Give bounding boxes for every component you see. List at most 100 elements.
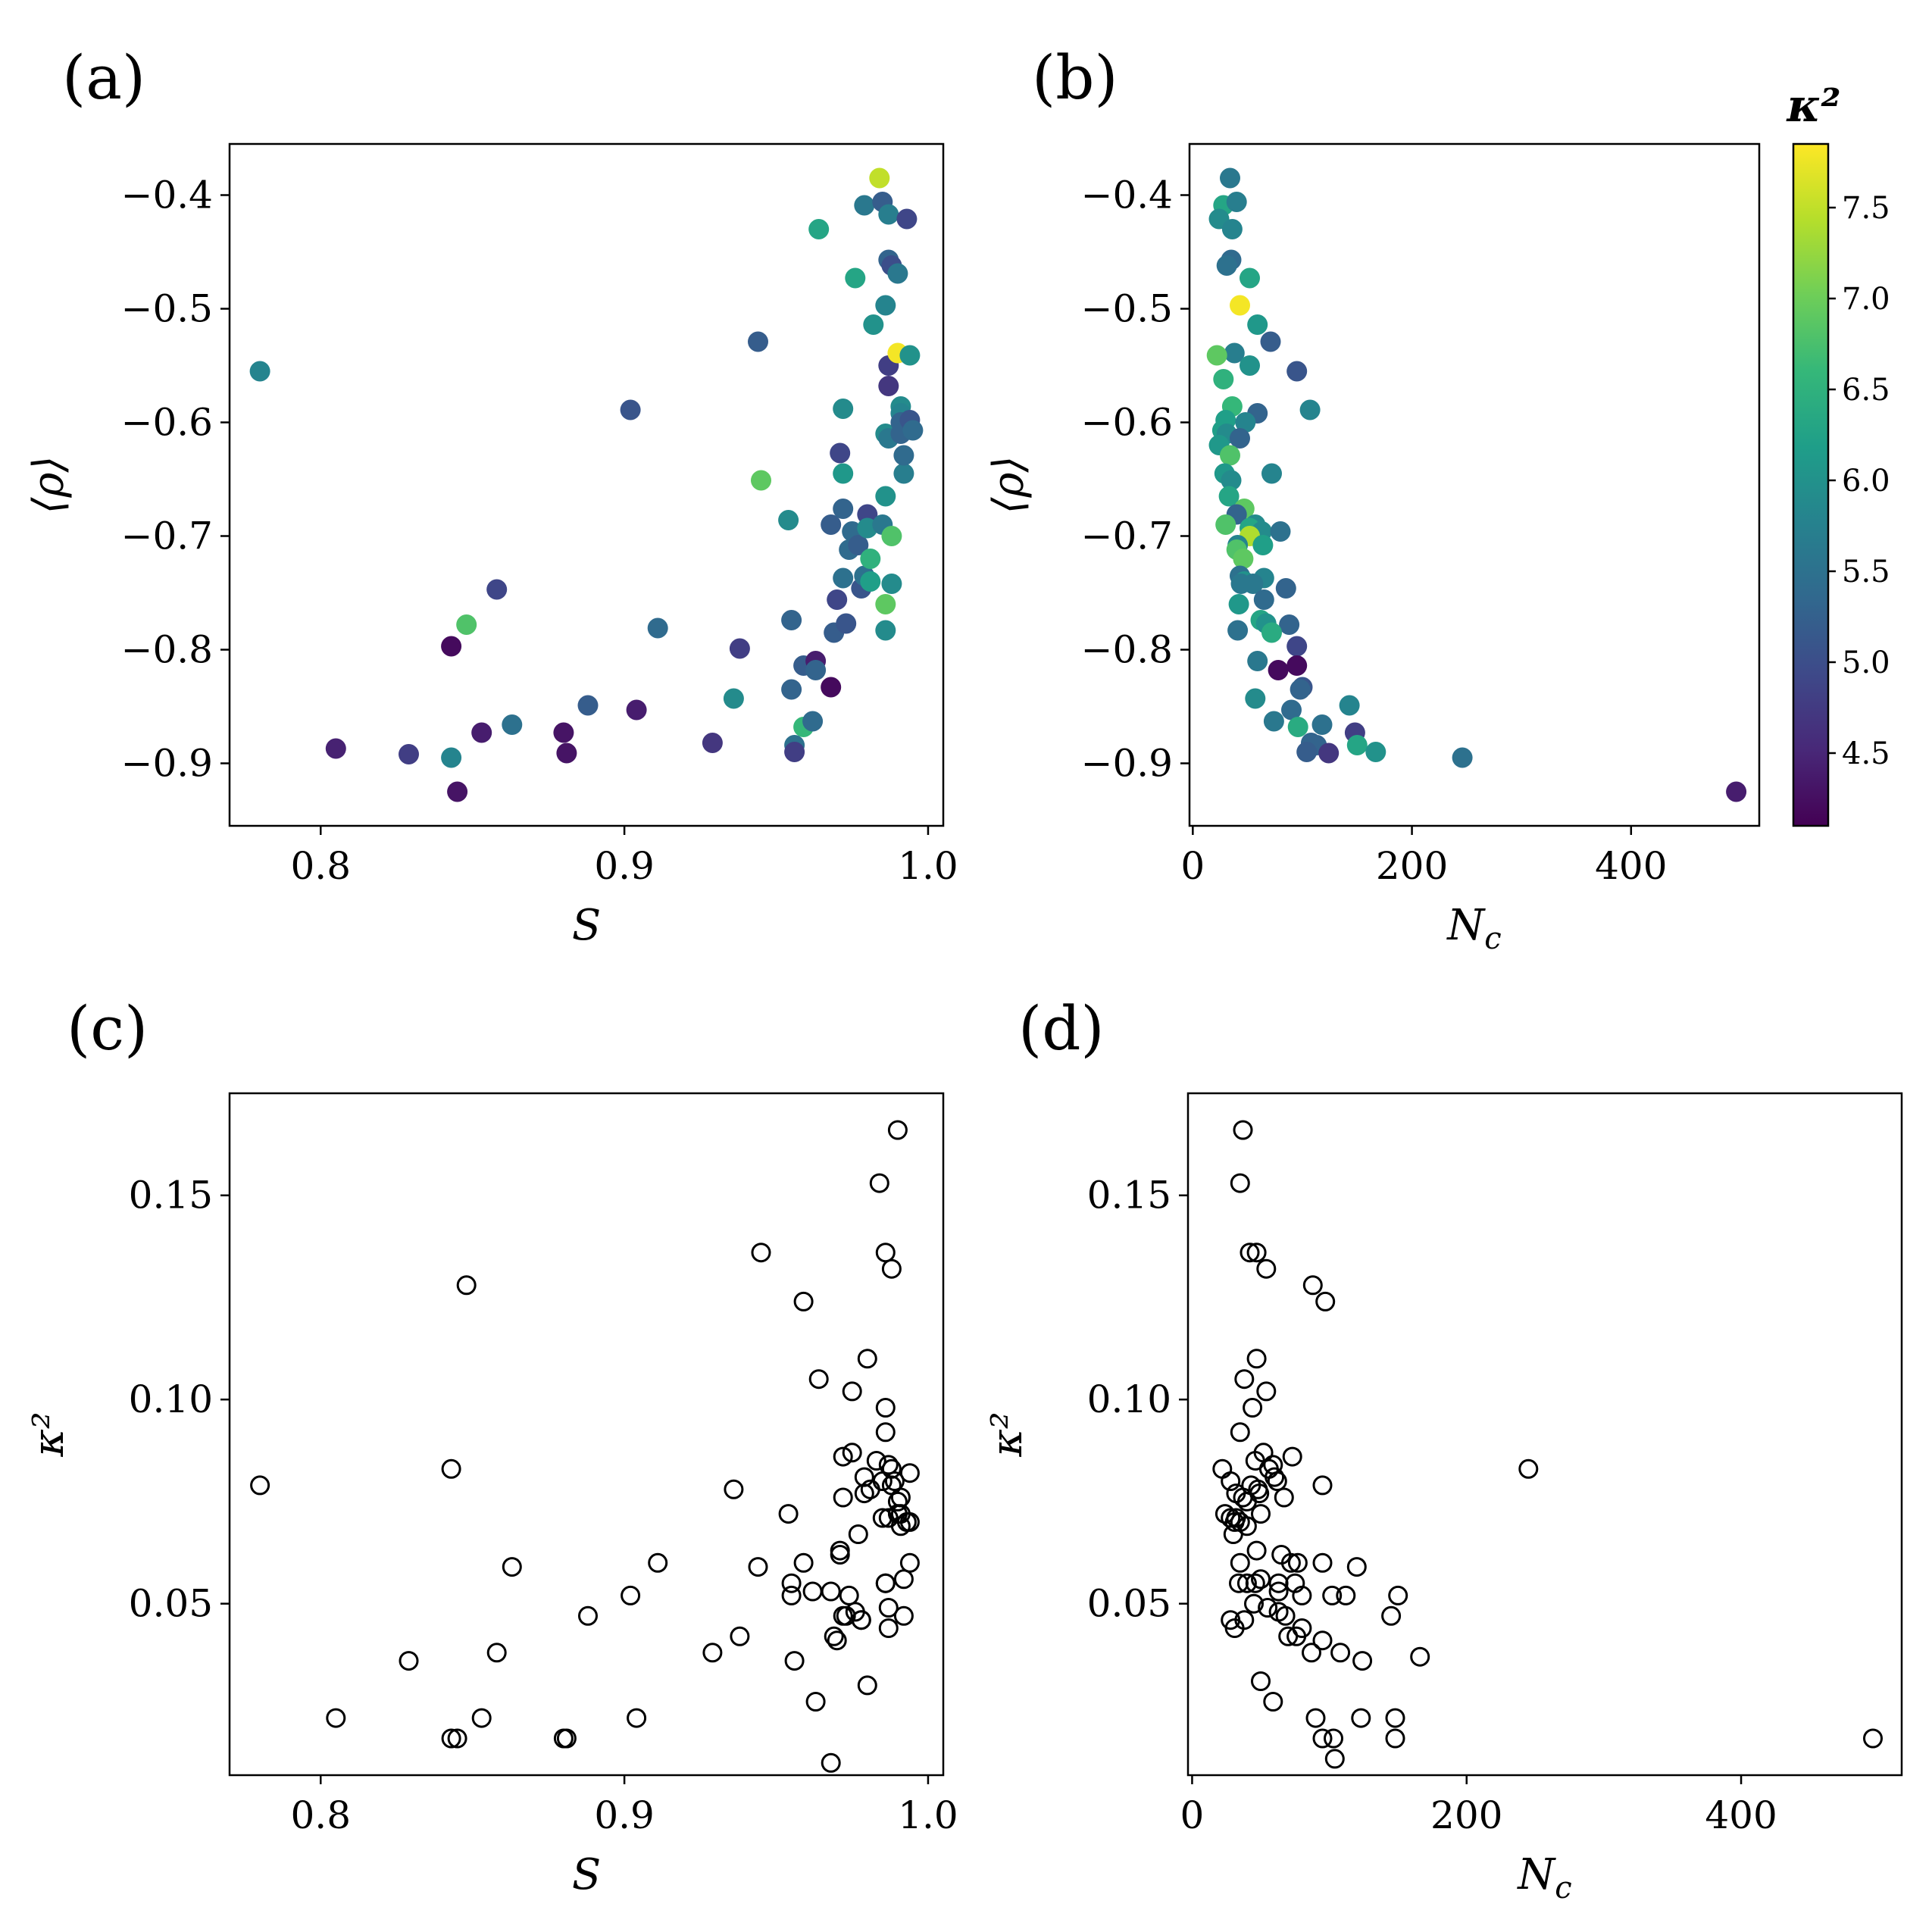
scatter-point: [1268, 1581, 1289, 1602]
scatter-point: [1274, 1487, 1294, 1508]
scatter-point: [1261, 463, 1282, 484]
scatter-point: [824, 1626, 844, 1646]
scatter-point: [1261, 622, 1282, 643]
scatter-point: [893, 1605, 914, 1626]
scatter-point: [441, 747, 462, 768]
scatter-point: [471, 1708, 492, 1728]
scatter-point: [723, 688, 744, 709]
scatter-point: [1224, 1618, 1245, 1638]
scatter-point: [1290, 679, 1311, 700]
scatter-point: [1312, 1630, 1333, 1651]
scatter-point: [851, 1610, 871, 1630]
scatter-point: [1226, 192, 1247, 212]
scatter-point: [441, 636, 462, 657]
scatter-point: [1336, 1585, 1356, 1605]
scatter-point: [805, 1692, 826, 1712]
scatter-point: [1224, 342, 1245, 364]
scatter-point: [1292, 1585, 1312, 1605]
scatter-point: [730, 1626, 750, 1646]
scatter-point: [781, 679, 802, 700]
scatter-point: [1246, 1243, 1267, 1263]
colorbar-tick-label: 6.5: [1842, 373, 1890, 408]
scatter-point: [1212, 1458, 1233, 1479]
scatter-point: [456, 1275, 477, 1296]
panel-c: (c) 0.8 0.9 1.0 0.05 0.10 0.15 Sκ²: [24, 993, 958, 1899]
y-axis-label: κ²: [983, 1411, 1032, 1457]
scatter-point: [1230, 1173, 1250, 1193]
scatter-point: [1251, 1671, 1271, 1691]
colorbar: 4.5 5.0 5.5 6.0 6.5 7.0 7.5 κ²: [1786, 80, 1890, 827]
scatter-point: [833, 1446, 853, 1467]
scatter-point: [887, 1491, 908, 1512]
panel-label-d: (d): [1018, 993, 1105, 1064]
scatter-point: [878, 1598, 899, 1618]
scatter-point: [578, 1605, 598, 1626]
scatter-point: [1346, 735, 1368, 755]
scatter-point: [702, 1643, 723, 1663]
scatter-point: [1267, 1471, 1287, 1491]
scatter-point: [875, 1398, 896, 1418]
scatter-point: [1246, 1540, 1267, 1561]
x-tick-label: 0.9: [594, 844, 655, 888]
scatter-point: [1247, 314, 1268, 335]
scatter-point: [857, 1349, 877, 1369]
scatter-point: [1220, 167, 1240, 189]
scatter-point: [1245, 1573, 1265, 1593]
scatter-point: [1215, 514, 1236, 535]
scatter-point: [1228, 594, 1249, 614]
colorbar-tick-label: 6.0: [1842, 464, 1890, 499]
scatter-point: [854, 1467, 874, 1487]
y-tick-label: 0.15: [129, 1174, 213, 1218]
y-tick-label: −0.9: [121, 742, 213, 786]
scatter-point: [778, 510, 799, 530]
axes-frame-a: [228, 142, 945, 827]
scatter-point: [1233, 1120, 1253, 1140]
scatter-point: [1410, 1646, 1430, 1667]
scatter-point: [1278, 1626, 1299, 1646]
y-axis-label: ⟨ρ⟩: [984, 456, 1033, 514]
scatter-point: [1287, 1552, 1308, 1573]
scatter-point: [1206, 345, 1227, 366]
scatter-point: [875, 1573, 896, 1593]
y-tick-label: −0.8: [1081, 628, 1173, 672]
scatter-point: [1256, 1381, 1277, 1402]
scatter-point: [1234, 1369, 1255, 1390]
scatter-point: [1452, 747, 1473, 768]
scatter-point: [848, 535, 869, 555]
y-tick-label: −0.9: [1081, 742, 1173, 786]
scatter-point: [556, 742, 577, 764]
scatter-point: [887, 1120, 908, 1140]
scatter-point: [784, 1651, 805, 1671]
scatter-point: [1286, 655, 1308, 676]
scatter-point: [1275, 578, 1296, 599]
scatter-point: [1339, 695, 1360, 716]
scatter-point: [1286, 361, 1308, 382]
scatter-point: [1223, 1524, 1243, 1544]
scatter-point: [441, 1728, 461, 1749]
scatter-point: [1236, 1491, 1257, 1512]
scatter-point: [1270, 521, 1291, 542]
scatter-point: [326, 1708, 346, 1728]
scatter-point: [1220, 445, 1240, 466]
scatter-point: [1227, 620, 1249, 641]
scatter-point: [1221, 1471, 1241, 1491]
scatter-point: [784, 742, 805, 762]
y-tick-label: 0.15: [1087, 1174, 1171, 1218]
scatter-point: [854, 195, 875, 216]
scatter-point: [502, 1557, 522, 1577]
scatter-point: [486, 1643, 507, 1663]
y-tick-label: −0.5: [1081, 287, 1173, 331]
scatter-point: [878, 1618, 899, 1638]
x-tick-label: 200: [1430, 1793, 1502, 1837]
scatter-point: [899, 1463, 920, 1483]
scatter-point: [1322, 1585, 1343, 1605]
scatter-point: [325, 738, 346, 759]
scatter-point: [1251, 1504, 1271, 1524]
scatter-point: [821, 1752, 841, 1773]
scatter-point: [577, 695, 599, 716]
scatter-point: [1863, 1728, 1883, 1749]
scatter-points-b: [1206, 167, 1747, 802]
scatter-point: [1230, 1552, 1250, 1573]
scatter-point: [875, 620, 896, 641]
x-tick-label: 1.0: [898, 1793, 958, 1837]
